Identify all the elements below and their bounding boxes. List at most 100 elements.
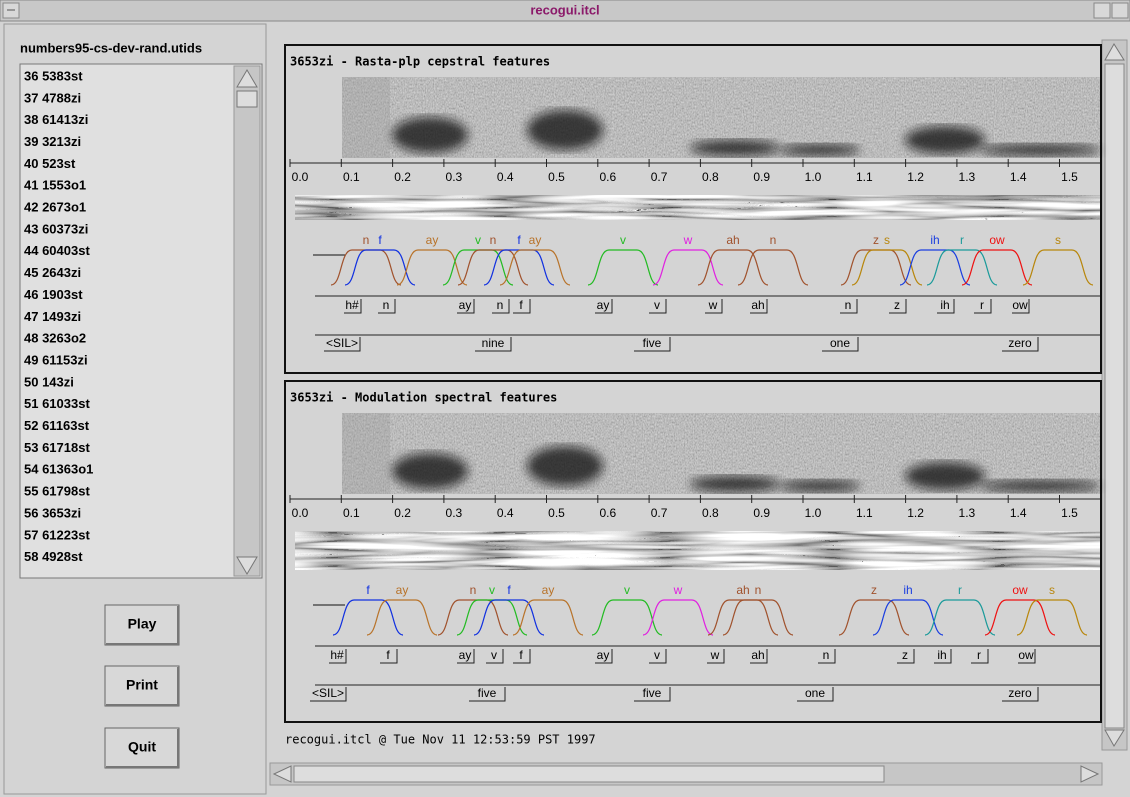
phone-score-label: z [873, 233, 879, 247]
list-item[interactable]: 49 61153zi [24, 352, 88, 367]
word-label: one [830, 336, 850, 350]
word-label: <SIL> [326, 336, 358, 350]
window-title: recogui.itcl [530, 2, 599, 17]
button-label: Play [128, 616, 157, 632]
scroll-thumb[interactable] [237, 91, 257, 107]
list-item[interactable]: 42 2673o1 [24, 200, 86, 215]
phone-label: r [977, 648, 981, 662]
hscroll-thumb[interactable] [294, 766, 884, 782]
list-item[interactable]: 55 61798st [24, 484, 90, 499]
phone-score-label: s [1049, 583, 1055, 597]
minimize-button[interactable] [1094, 3, 1110, 18]
list-item[interactable]: 41 1553o1 [24, 178, 86, 193]
time-tick-label: 0.1 [343, 170, 360, 184]
status-text: recogui.itcl @ Tue Nov 11 12:53:59 PST 1… [285, 733, 596, 747]
list-item[interactable]: 44 60403st [24, 243, 90, 258]
spectrogram-energy [905, 462, 985, 490]
word-label: <SIL> [312, 686, 344, 700]
panel-title: 3653zi - Modulation spectral features [290, 391, 557, 405]
phone-score-label: ih [930, 233, 939, 247]
phone-label: ay [459, 298, 472, 312]
list-item[interactable]: 47 1493zi [24, 309, 81, 324]
time-tick-label: 1.5 [1061, 170, 1078, 184]
phone-label: z [894, 298, 900, 312]
phone-label: ow [1018, 648, 1034, 662]
phone-label: z [902, 648, 908, 662]
phone-score-label: ah [726, 233, 739, 247]
spectrogram-energy [392, 117, 468, 153]
time-tick-label: 0.0 [292, 506, 309, 520]
time-tick-label: 0.5 [548, 170, 565, 184]
phone-score-label: s [884, 233, 890, 247]
phone-score-label: n [755, 583, 762, 597]
phone-label: w [708, 298, 718, 312]
phone-label: v [654, 298, 660, 312]
phone-score-label: v [624, 583, 630, 597]
list-scrollbar[interactable] [234, 66, 260, 576]
list-item[interactable]: 46 1903st [24, 287, 83, 302]
time-tick-label: 1.4 [1010, 170, 1027, 184]
list-item[interactable]: 40 523st [24, 156, 76, 171]
feature-band [295, 195, 1100, 220]
time-tick-label: 1.0 [805, 506, 822, 520]
phone-score-label: ow [989, 233, 1005, 247]
list-item[interactable]: 45 2643zi [24, 265, 81, 280]
phone-score-label: n [470, 583, 477, 597]
time-tick-label: 0.8 [702, 506, 719, 520]
time-tick-label: 0.6 [599, 170, 616, 184]
maximize-button[interactable] [1112, 3, 1128, 18]
spectrogram-energy [690, 476, 780, 492]
word-label: zero [1008, 336, 1032, 350]
list-item[interactable]: 54 61363o1 [24, 462, 93, 477]
phone-score-label: v [620, 233, 626, 247]
spectrogram [342, 77, 1100, 158]
list-item[interactable]: 39 3213zi [24, 134, 81, 149]
spectrogram-silence [342, 77, 390, 158]
time-tick-label: 0.9 [753, 170, 770, 184]
phone-label: v [654, 648, 660, 662]
phone-label: ay [597, 648, 610, 662]
phone-score-label: ow [1012, 583, 1028, 597]
word-label: zero [1008, 686, 1032, 700]
time-tick-label: 1.4 [1010, 506, 1027, 520]
time-tick-label: 0.2 [394, 506, 411, 520]
list-item[interactable]: 48 3263o2 [24, 331, 86, 346]
list-item[interactable]: 58 4928st [24, 549, 83, 564]
time-tick-label: 1.3 [959, 506, 976, 520]
phone-score-label: ay [396, 583, 409, 597]
window: recogui.itcl numbers95-cs-dev-rand.utids… [0, 0, 1130, 797]
phone-score-label: n [770, 233, 777, 247]
list-item[interactable]: 37 4788zi [24, 90, 81, 105]
phone-score-label: ay [426, 233, 439, 247]
phone-score-label: v [489, 583, 495, 597]
page: recogui.itcl numbers95-cs-dev-rand.utids… [0, 0, 1130, 797]
time-tick-label: 0.0 [292, 170, 309, 184]
phone-label: n [497, 298, 504, 312]
time-tick-label: 0.7 [651, 170, 668, 184]
list-item[interactable]: 38 61413zi [24, 112, 88, 127]
spectrogram-energy [980, 480, 1100, 492]
time-tick-label: 1.0 [805, 170, 822, 184]
time-tick-label: 0.7 [651, 506, 668, 520]
phone-score-label: n [490, 233, 497, 247]
time-tick-label: 1.5 [1061, 506, 1078, 520]
list-item[interactable]: 43 60373zi [24, 221, 88, 236]
phone-label: n [845, 298, 852, 312]
spectrogram-energy [690, 140, 780, 156]
phone-label: v [491, 648, 497, 662]
list-item[interactable]: 52 61163st [24, 418, 90, 433]
list-item[interactable]: 53 61718st [24, 440, 90, 455]
vscroll-thumb[interactable] [1105, 64, 1124, 728]
button-label: Print [126, 677, 158, 693]
phone-score-label: z [871, 583, 877, 597]
list-item[interactable]: 56 3653zi [24, 505, 81, 520]
phone-score-label: w [683, 233, 693, 247]
phone-label: h# [330, 648, 344, 662]
phone-label: ah [751, 648, 764, 662]
list-item[interactable]: 51 61033st [24, 396, 90, 411]
time-tick-label: 1.2 [907, 170, 924, 184]
list-item[interactable]: 50 143zi [24, 374, 74, 389]
list-item[interactable]: 36 5383st [24, 68, 83, 83]
list-item[interactable]: 57 61223st [24, 527, 90, 542]
word-label: one [805, 686, 825, 700]
